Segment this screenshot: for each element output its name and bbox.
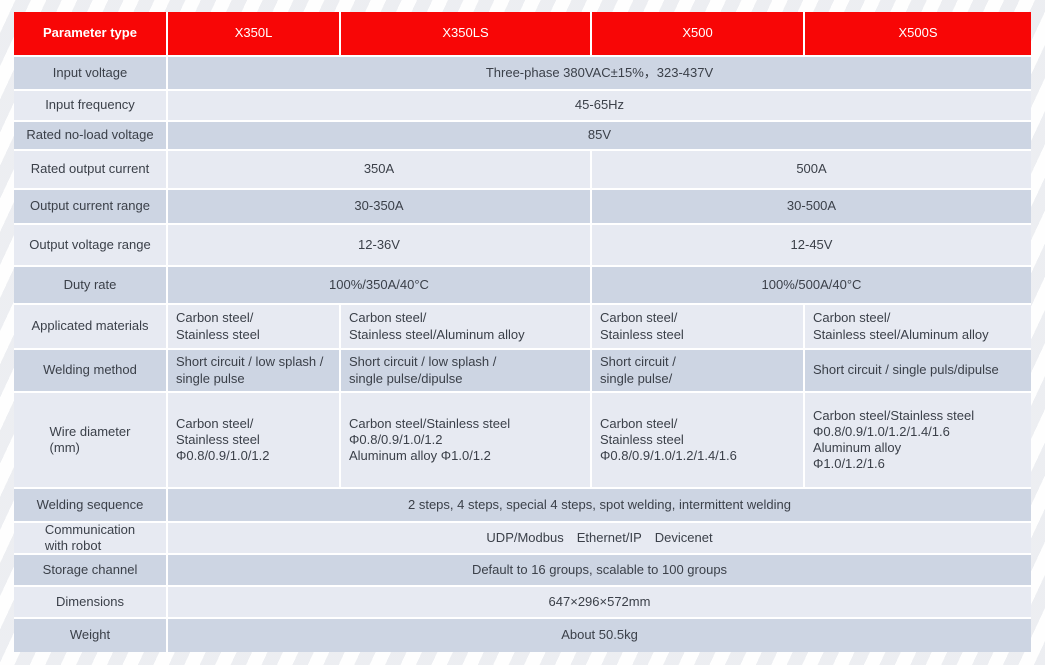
cell-welding-method-x350l: Short circuit / low splash / single puls… bbox=[168, 350, 339, 391]
cell-output-current-range-350: 30-350A bbox=[168, 190, 590, 223]
cell-input-frequency: 45-65Hz bbox=[168, 91, 1031, 120]
cell-materials-x350ls: Carbon steel/ Stainless steel/Aluminum a… bbox=[341, 305, 590, 348]
cell-output-voltage-range-350: 12-36V bbox=[168, 225, 590, 265]
cell-rated-output-current-350: 350A bbox=[168, 151, 590, 188]
header-model-x500s: X500S bbox=[805, 12, 1031, 55]
row-label-output-voltage-range: Output voltage range bbox=[14, 225, 166, 265]
cell-duty-rate-350: 100%/350A/40°C bbox=[168, 267, 590, 303]
row-label-input-frequency: Input frequency bbox=[14, 91, 166, 120]
row-label-applicated-materials: Applicated materials bbox=[14, 305, 166, 348]
cell-output-voltage-range-500: 12-45V bbox=[592, 225, 1031, 265]
row-label-storage-channel: Storage channel bbox=[14, 555, 166, 585]
header-model-x350ls: X350LS bbox=[341, 12, 590, 55]
header-parameter-type: Parameter type bbox=[14, 12, 166, 55]
row-label-welding-method: Welding method bbox=[14, 350, 166, 391]
row-label-wire-diameter: Wire diameter (mm) bbox=[14, 393, 166, 487]
cell-dimensions: 647×296×572mm bbox=[168, 587, 1031, 617]
cell-materials-x500s: Carbon steel/ Stainless steel/Aluminum a… bbox=[805, 305, 1031, 348]
row-label-communication-with-robot: Communication with robot bbox=[14, 523, 166, 553]
cell-wire-diameter-x350l: Carbon steel/ Stainless steel Φ0.8/0.9/1… bbox=[168, 393, 339, 487]
cell-welding-method-x500s: Short circuit / single puls/dipulse bbox=[805, 350, 1031, 391]
cell-input-voltage: Three-phase 380VAC±15%，323-437V bbox=[168, 57, 1031, 89]
row-label-rated-no-load-voltage: Rated no-load voltage bbox=[14, 122, 166, 149]
cell-communication-with-robot: UDP/Modbus Ethernet/IP Devicenet bbox=[168, 523, 1031, 553]
row-label-input-voltage: Input voltage bbox=[14, 57, 166, 89]
row-label-welding-sequence: Welding sequence bbox=[14, 489, 166, 521]
spec-table: Parameter type X350L X350LS X500 X500S I… bbox=[14, 12, 1031, 652]
cell-output-current-range-500: 30-500A bbox=[592, 190, 1031, 223]
cell-welding-method-x500: Short circuit / single pulse/ bbox=[592, 350, 803, 391]
cell-welding-method-x350ls: Short circuit / low splash / single puls… bbox=[341, 350, 590, 391]
header-model-x350l: X350L bbox=[168, 12, 339, 55]
cell-materials-x350l: Carbon steel/ Stainless steel bbox=[168, 305, 339, 348]
cell-materials-x500: Carbon steel/ Stainless steel bbox=[592, 305, 803, 348]
header-model-x500: X500 bbox=[592, 12, 803, 55]
cell-wire-diameter-x350ls: Carbon steel/Stainless steel Φ0.8/0.9/1.… bbox=[341, 393, 590, 487]
cell-wire-diameter-x500: Carbon steel/ Stainless steel Φ0.8/0.9/1… bbox=[592, 393, 803, 487]
row-label-rated-output-current: Rated output current bbox=[14, 151, 166, 188]
cell-rated-output-current-500: 500A bbox=[592, 151, 1031, 188]
row-label-duty-rate: Duty rate bbox=[14, 267, 166, 303]
cell-welding-sequence: 2 steps, 4 steps, special 4 steps, spot … bbox=[168, 489, 1031, 521]
cell-storage-channel: Default to 16 groups, scalable to 100 gr… bbox=[168, 555, 1031, 585]
row-label-output-current-range: Output current range bbox=[14, 190, 166, 223]
row-label-dimensions: Dimensions bbox=[14, 587, 166, 617]
cell-rated-no-load-voltage: 85V bbox=[168, 122, 1031, 149]
cell-weight: About 50.5kg bbox=[168, 619, 1031, 652]
cell-wire-diameter-x500s: Carbon steel/Stainless steel Φ0.8/0.9/1.… bbox=[805, 393, 1031, 487]
row-label-weight: Weight bbox=[14, 619, 166, 652]
cell-duty-rate-500: 100%/500A/40°C bbox=[592, 267, 1031, 303]
